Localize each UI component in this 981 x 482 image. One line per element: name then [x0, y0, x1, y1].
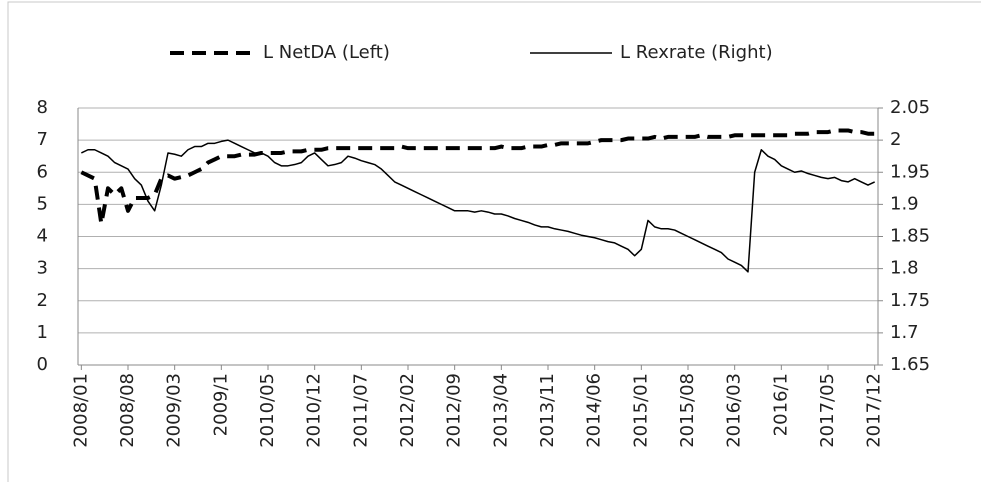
y-tick-label: 8 [37, 97, 48, 118]
x-tick-label: 2013/11 [537, 373, 558, 448]
x-tick-label: 2013/04 [490, 373, 511, 448]
x-tick-label: 2012/09 [444, 373, 465, 448]
y2-tick-label: 1.95 [890, 161, 930, 182]
y-tick-label: 5 [37, 193, 48, 214]
x-tick-label: 2015/08 [677, 373, 698, 448]
x-tick-label: 2009/1 [210, 373, 231, 436]
x-tick-label: 2017/05 [817, 373, 838, 448]
chart-frame [7, 1, 981, 482]
x-tick-label: 2008/08 [117, 373, 138, 448]
y2-tick-label: 2 [890, 129, 901, 150]
y2-tick-label: 1.9 [890, 193, 919, 214]
y2-tick-label: 1.85 [890, 226, 930, 247]
x-tick-label: 2017/12 [864, 373, 885, 448]
legend-label: L NetDA (Left) [263, 42, 390, 63]
y2-tick-label: 1.8 [890, 258, 919, 279]
x-tick-label: 2008/01 [70, 373, 91, 448]
y-tick-label: 3 [37, 258, 48, 279]
x-tick-label: 2012/02 [397, 373, 418, 448]
y-tick-label: 7 [37, 129, 48, 150]
x-tick-label: 2016/03 [724, 373, 745, 448]
series-line [80, 128, 875, 226]
legend-label: L Rexrate (Right) [620, 42, 773, 63]
y-tick-label: 1 [37, 322, 48, 343]
y2-tick-label: 1.7 [890, 322, 919, 343]
series-line [81, 139, 875, 273]
y2-tick-label: 1.75 [890, 290, 930, 311]
y-tick-label: 4 [37, 226, 48, 247]
x-tick-label: 2009/03 [164, 373, 185, 448]
y-tick-label: 2 [37, 290, 48, 311]
y-tick-label: 6 [37, 161, 48, 182]
x-tick-label: 2015/01 [630, 373, 651, 448]
y2-tick-label: 2.05 [890, 97, 930, 118]
x-tick-label: 2010/12 [304, 373, 325, 448]
y-tick-label: 0 [37, 354, 48, 375]
x-tick-label: 2014/06 [584, 373, 605, 448]
y2-tick-label: 1.65 [890, 354, 930, 375]
x-tick-label: 2010/05 [257, 373, 278, 448]
x-tick-label: 2011/07 [350, 373, 371, 448]
x-tick-label: 2016/1 [770, 373, 791, 436]
